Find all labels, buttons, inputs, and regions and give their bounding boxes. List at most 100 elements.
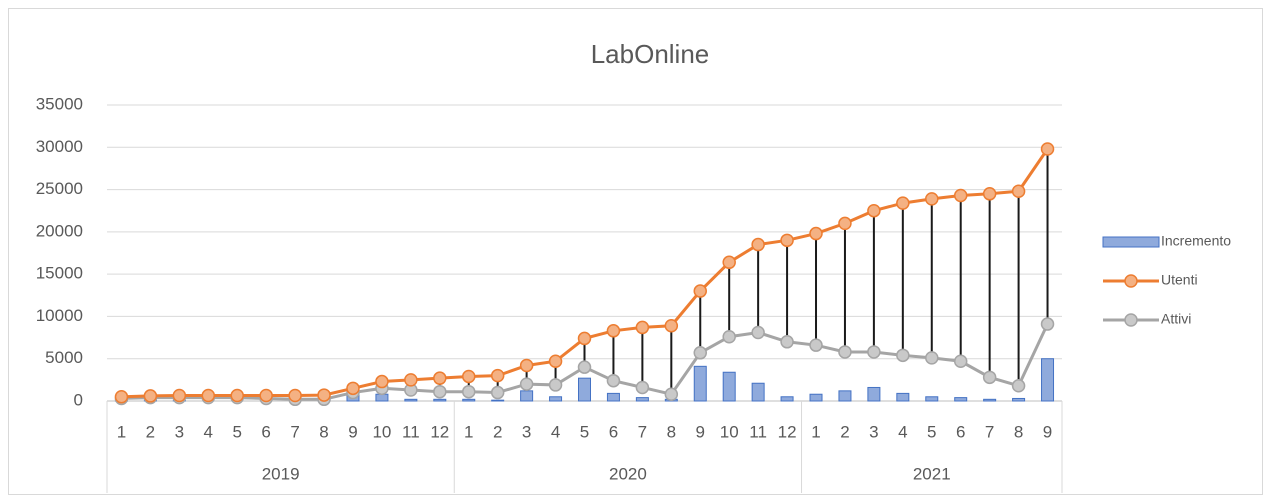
- y-tick-label: 25000: [36, 179, 83, 198]
- marker: [317, 388, 331, 402]
- x-tick-label: 12: [430, 422, 449, 441]
- marker: [577, 360, 592, 374]
- marker: [896, 348, 910, 363]
- bar: [722, 371, 736, 402]
- x-tick-label: 6: [956, 422, 965, 441]
- marker: [143, 389, 158, 403]
- x-tick-label: 11: [402, 422, 420, 441]
- marker: [780, 233, 794, 248]
- x-tick-label: 6: [609, 422, 618, 441]
- marker: [346, 381, 360, 396]
- bar: [1012, 397, 1026, 402]
- x-tick-label: 10: [372, 422, 391, 441]
- marker: [751, 325, 765, 340]
- bar: [491, 399, 505, 402]
- marker: [809, 226, 823, 241]
- marker: [548, 378, 563, 392]
- x-tick-label: 5: [580, 422, 589, 441]
- marker: [925, 351, 939, 365]
- bar: [404, 398, 418, 402]
- y-tick-label: 30000: [36, 137, 83, 156]
- y-tick-label: 5000: [45, 348, 83, 367]
- legend-marker: [1124, 274, 1138, 288]
- bar: [693, 365, 707, 402]
- y-tick-label: 20000: [36, 221, 83, 240]
- marker: [433, 384, 447, 399]
- legend-swatch: [1102, 236, 1160, 248]
- marker: [982, 187, 997, 201]
- x-tick-label: 6: [261, 422, 270, 441]
- marker: [982, 370, 997, 385]
- y-tick-label: 15000: [36, 264, 83, 283]
- bar: [983, 398, 997, 402]
- x-tick-label: 4: [204, 422, 213, 441]
- marker: [490, 385, 505, 400]
- bar: [520, 390, 534, 402]
- marker: [519, 358, 534, 373]
- x-tick-label: 7: [638, 422, 647, 441]
- marker: [722, 329, 736, 344]
- x-group-label: 2020: [609, 464, 647, 483]
- bar: [433, 398, 447, 402]
- x-tick-label: 7: [985, 422, 994, 441]
- bar: [578, 377, 591, 402]
- marker: [606, 373, 621, 388]
- marker: [461, 384, 476, 399]
- y-tick-label: 35000: [36, 94, 83, 113]
- marker: [838, 216, 852, 231]
- marker: [1040, 317, 1055, 331]
- marker: [114, 390, 129, 404]
- bar: [635, 397, 649, 402]
- marker: [1011, 379, 1026, 393]
- x-tick-label: 1: [117, 422, 126, 441]
- x-tick-label: 8: [667, 422, 676, 441]
- marker: [953, 354, 968, 369]
- x-tick-label: 10: [720, 422, 739, 441]
- marker: [867, 203, 881, 218]
- x-tick-label: 9: [696, 422, 705, 441]
- x-tick-label: 5: [232, 422, 241, 441]
- marker: [925, 192, 939, 206]
- chart-border: [8, 8, 1263, 495]
- marker: [259, 388, 273, 403]
- x-tick-label: 9: [1043, 422, 1052, 441]
- x-tick-label: 8: [319, 422, 328, 441]
- legend-label: Incremento: [1161, 233, 1231, 249]
- bar: [809, 393, 823, 402]
- marker: [722, 255, 736, 270]
- chart-title: LabOnline: [591, 39, 710, 69]
- x-tick-label: 2: [493, 422, 502, 441]
- y-tick-label: 10000: [36, 306, 83, 325]
- marker: [172, 388, 187, 403]
- bar: [925, 396, 939, 402]
- x-tick-label: 1: [464, 422, 473, 441]
- legend-marker: [1124, 313, 1138, 327]
- x-tick-label: 3: [869, 422, 878, 441]
- x-tick-label: 11: [749, 422, 767, 441]
- marker: [548, 354, 563, 369]
- marker: [288, 388, 302, 403]
- marker: [519, 377, 534, 391]
- marker: [664, 387, 679, 401]
- marker: [751, 237, 765, 252]
- x-tick-label: 4: [551, 422, 560, 441]
- x-tick-label: 1: [811, 422, 820, 441]
- marker: [490, 368, 505, 383]
- marker: [201, 388, 216, 403]
- legend-label: Utenti: [1161, 272, 1198, 288]
- marker: [577, 331, 592, 346]
- marker: [780, 335, 794, 349]
- x-tick-label: 2: [840, 422, 849, 441]
- x-tick-label: 9: [348, 422, 357, 441]
- x-tick-label: 8: [1014, 422, 1023, 441]
- marker: [693, 284, 708, 298]
- x-tick-label: 7: [290, 422, 299, 441]
- marker: [1040, 142, 1055, 156]
- x-tick-label: 3: [522, 422, 531, 441]
- x-tick-label: 3: [175, 422, 184, 441]
- marker: [375, 374, 389, 389]
- bar: [751, 382, 765, 402]
- x-group-label: 2019: [262, 464, 300, 483]
- marker: [230, 388, 244, 403]
